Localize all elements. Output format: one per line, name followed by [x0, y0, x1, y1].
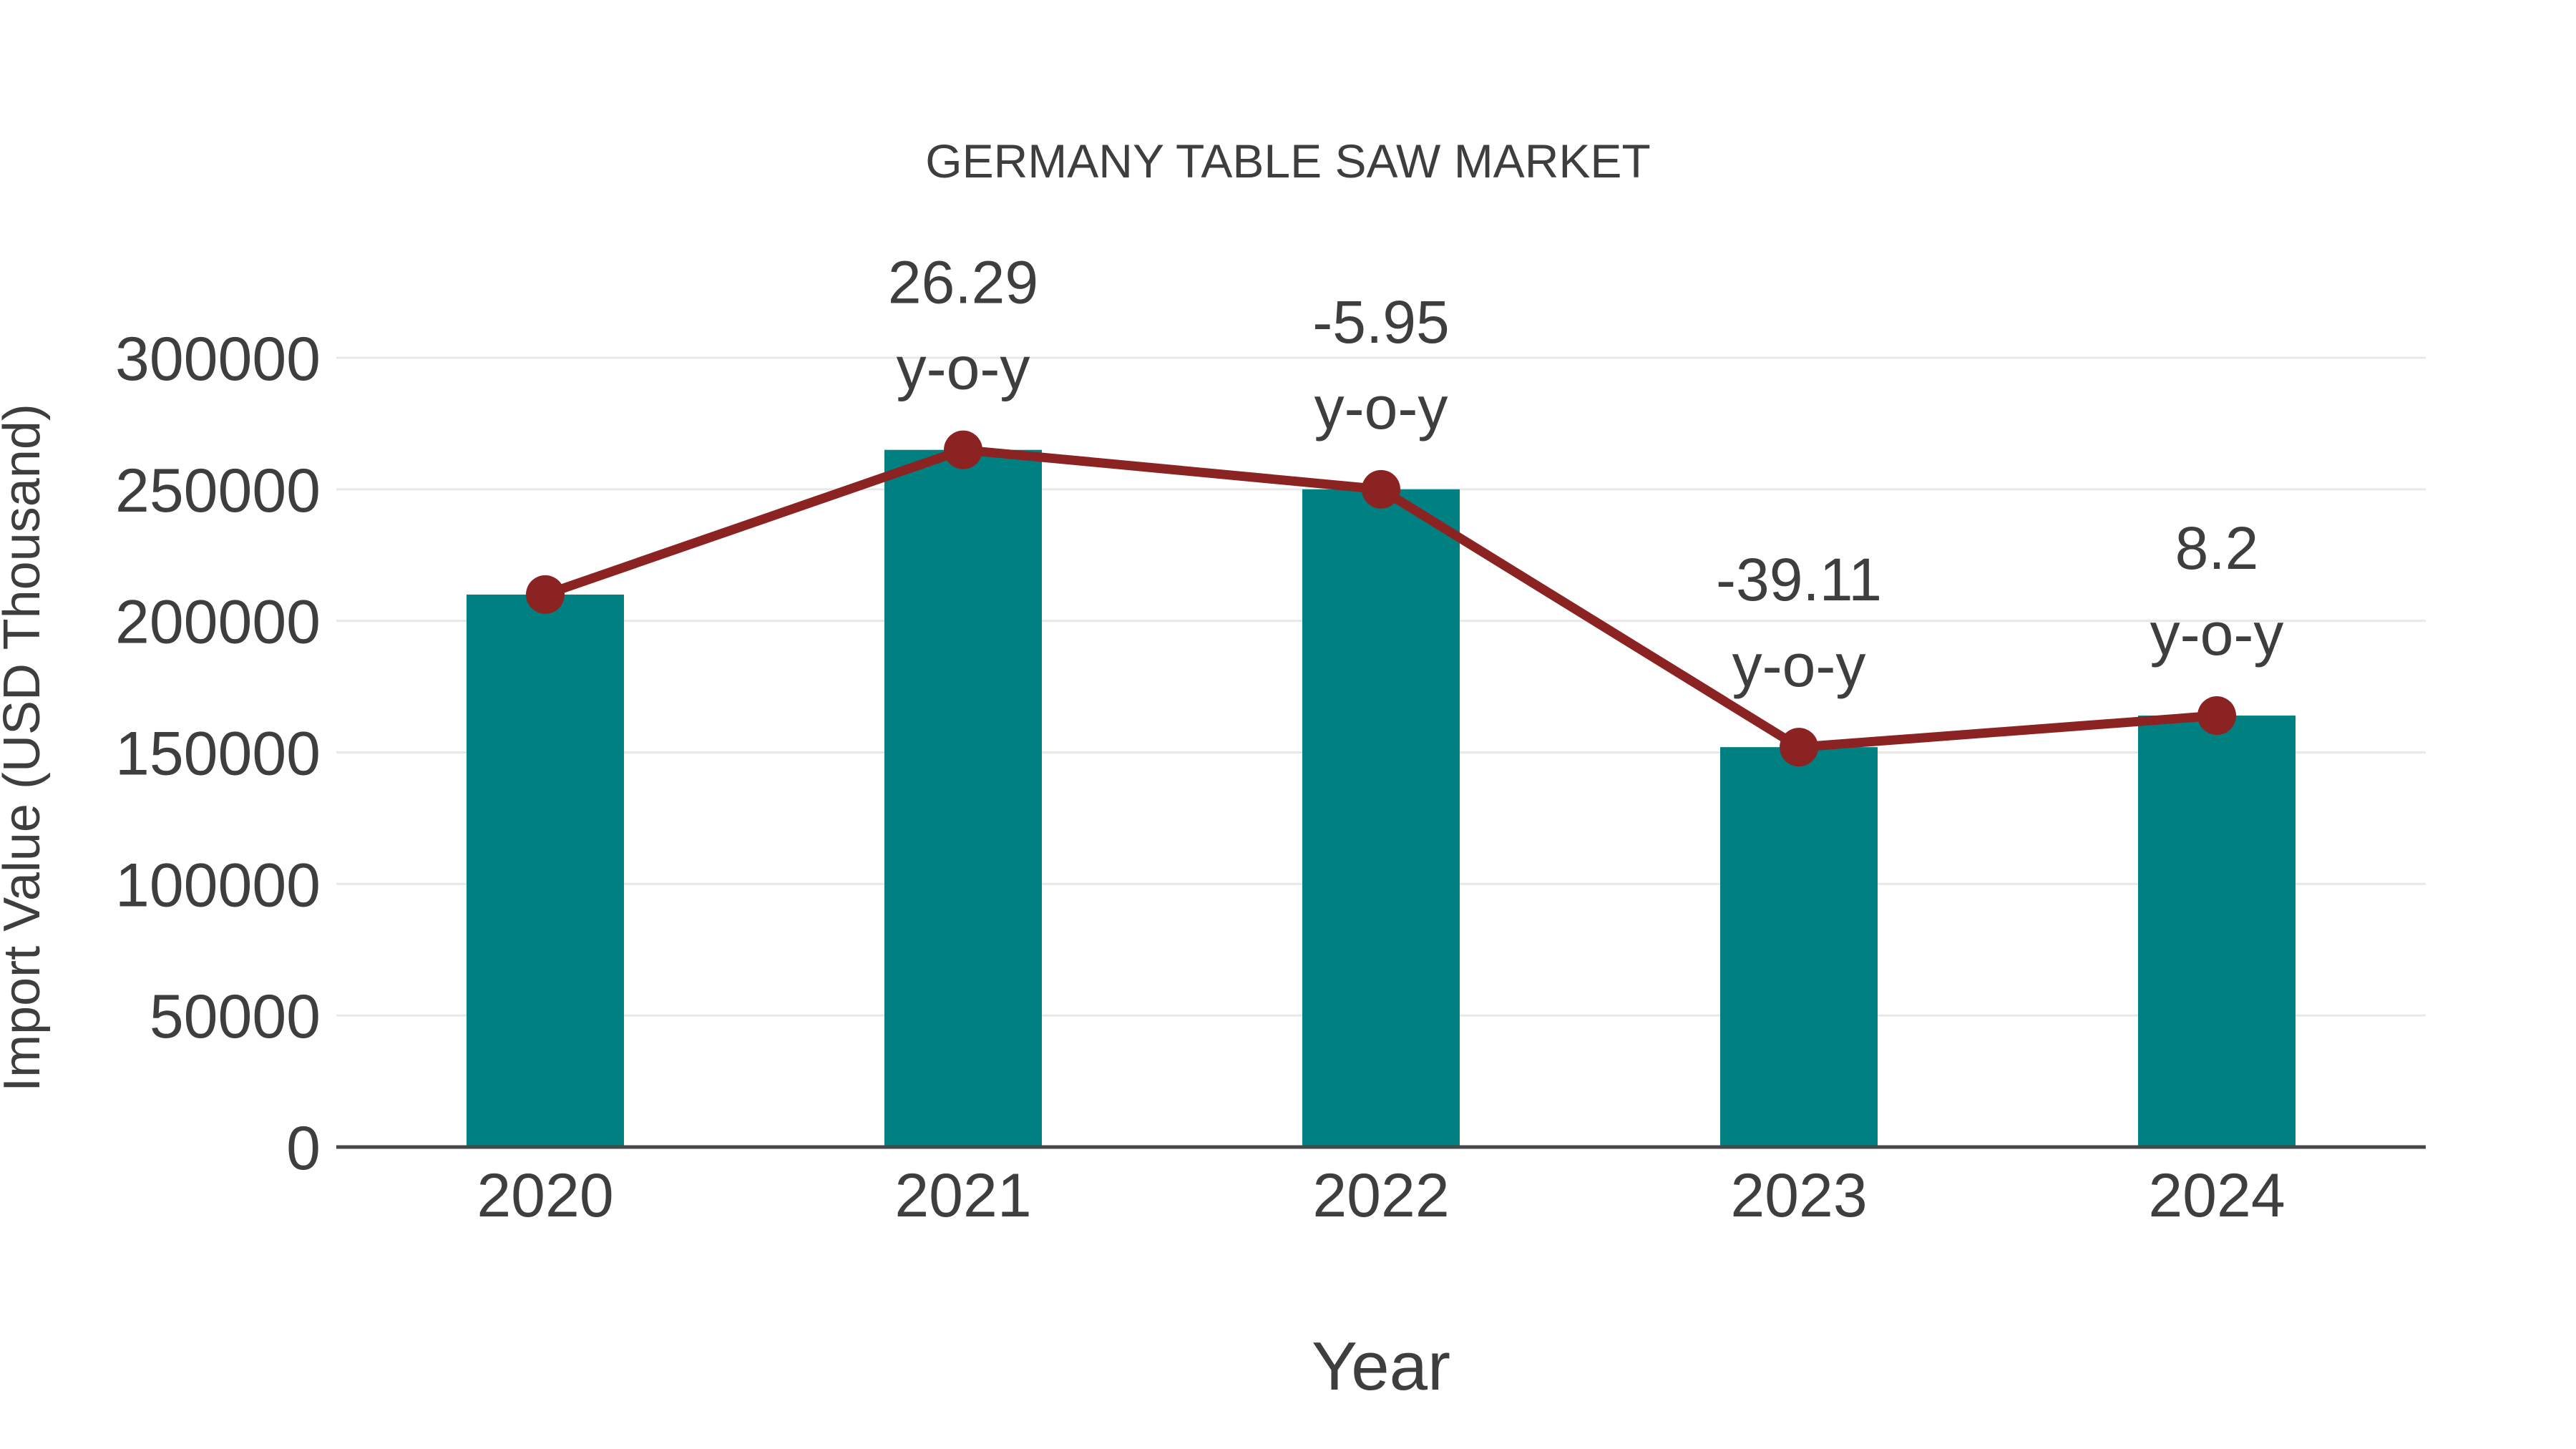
annotation-unit-2024: y-o-y	[2150, 600, 2284, 668]
y-tick-label-0: 0	[286, 1114, 321, 1183]
annotation-unit-2023: y-o-y	[1732, 632, 1866, 699]
y-tick-label-250000: 250000	[115, 457, 321, 525]
data-point-marker-2023	[1780, 728, 1818, 767]
x-tick-label-2024: 2024	[2148, 1161, 2285, 1230]
data-point-marker-2022	[1362, 469, 1400, 509]
bar-2021	[884, 449, 1042, 1147]
y-tick-label-50000: 50000	[150, 982, 321, 1051]
x-tick-label-2020: 2020	[477, 1161, 613, 1230]
x-tick-label-2022: 2022	[1312, 1161, 1449, 1230]
data-point-marker-2020	[526, 575, 565, 614]
y-axis-title: Import Value (USD Thousand)	[0, 404, 51, 1092]
y-tick-label-200000: 200000	[115, 588, 321, 657]
bar-2024	[2138, 716, 2296, 1147]
annotation-unit-2022: y-o-y	[1314, 374, 1448, 441]
annotation-unit-2021: y-o-y	[897, 335, 1030, 402]
annotation-value-2023: -39.11	[1716, 546, 1882, 613]
data-point-marker-2021	[944, 430, 982, 469]
bars-group	[467, 449, 2296, 1147]
annotation-value-2022: -5.95	[1312, 288, 1449, 356]
x-tick-label-2023: 2023	[1730, 1161, 1867, 1230]
chart-title: GERMANY TABLE SAW MARKET	[925, 135, 1650, 187]
annotations-group: 26.29 y-o-y -5.95 y-o-y -39.11 y-o-y 8.2 y-o-y	[888, 249, 2283, 699]
x-tick-labels-group: 2020 2021 2022 2023 2024	[477, 1161, 2285, 1230]
bar-2020	[467, 594, 624, 1147]
y-tick-label-100000: 100000	[115, 851, 321, 919]
x-axis-title: Year	[1312, 1328, 1450, 1405]
y-tick-label-300000: 300000	[115, 325, 321, 394]
bar-2023	[1720, 747, 1878, 1147]
line-series-group	[526, 430, 2236, 767]
data-point-marker-2024	[2197, 696, 2236, 736]
bar-2022	[1302, 489, 1460, 1147]
x-tick-label-2021: 2021	[894, 1161, 1031, 1230]
annotation-value-2024: 8.2	[2175, 514, 2259, 582]
y-tick-labels-group: 0 50000 100000 150000 200000 250000 300000	[115, 325, 321, 1183]
y-tick-label-150000: 150000	[115, 720, 321, 789]
annotation-value-2021: 26.29	[888, 249, 1038, 316]
